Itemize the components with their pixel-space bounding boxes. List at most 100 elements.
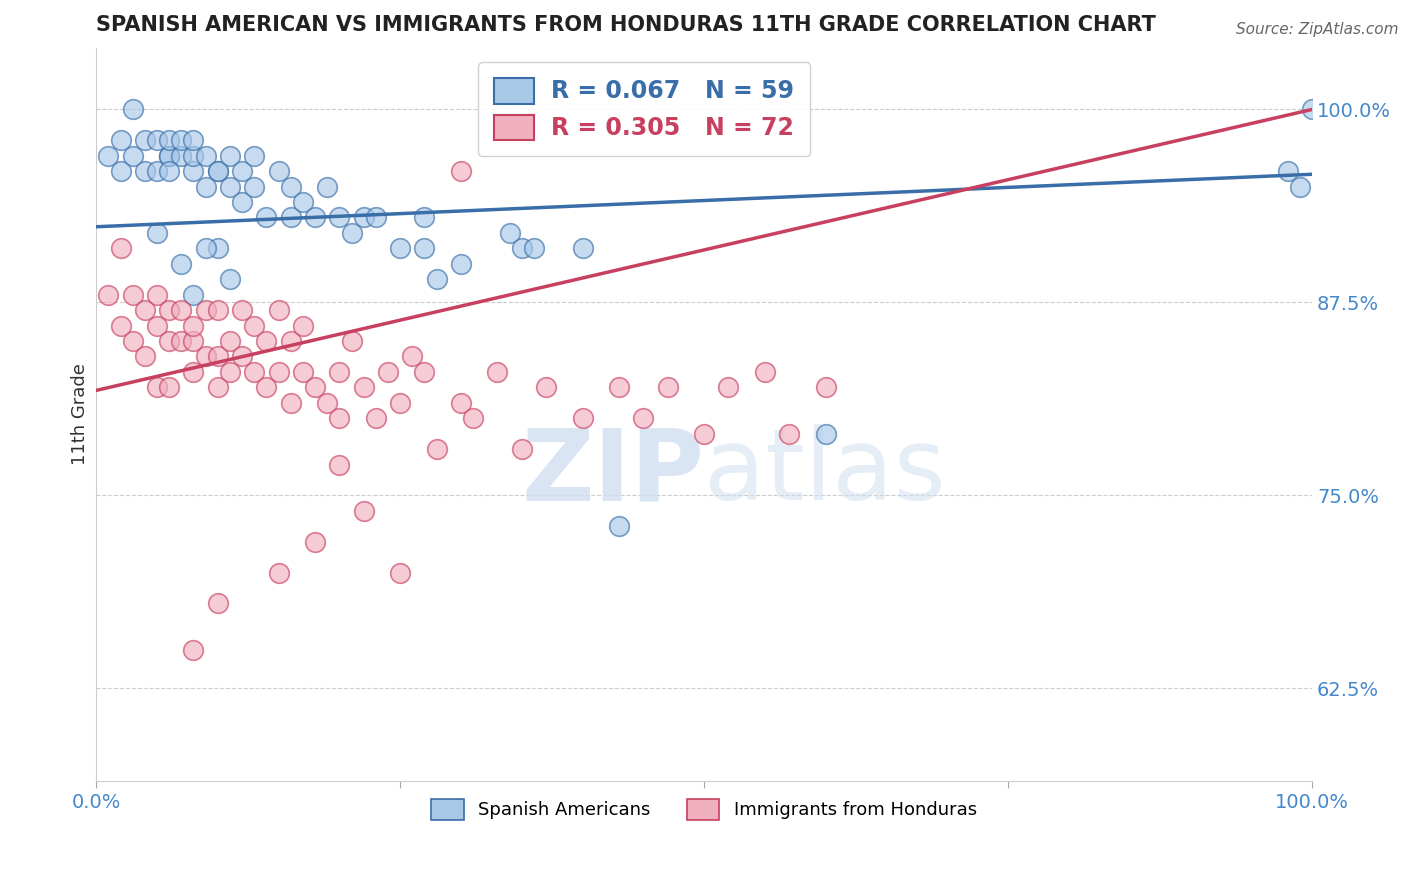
Point	[413, 365, 436, 379]
Point	[157, 149, 180, 163]
Point	[377, 365, 399, 379]
Point	[207, 303, 229, 318]
Point	[328, 458, 350, 472]
Point	[170, 334, 193, 348]
Point	[291, 318, 314, 333]
Point	[157, 334, 180, 348]
Point	[110, 164, 132, 178]
Point	[157, 164, 180, 178]
Point	[170, 133, 193, 147]
Point	[510, 442, 533, 456]
Point	[523, 241, 546, 255]
Point	[340, 226, 363, 240]
Point	[267, 303, 290, 318]
Point	[207, 164, 229, 178]
Text: ZIP: ZIP	[522, 425, 704, 522]
Point	[340, 334, 363, 348]
Point	[426, 272, 449, 286]
Point	[146, 164, 169, 178]
Point	[231, 350, 253, 364]
Point	[194, 149, 217, 163]
Point	[183, 642, 205, 657]
Text: atlas: atlas	[704, 425, 946, 522]
Point	[389, 241, 412, 255]
Point	[280, 396, 302, 410]
Point	[814, 380, 837, 394]
Point	[328, 365, 350, 379]
Point	[194, 179, 217, 194]
Point	[1277, 164, 1299, 178]
Point	[219, 179, 242, 194]
Point	[134, 350, 156, 364]
Point	[353, 504, 375, 518]
Point	[170, 303, 193, 318]
Point	[413, 211, 436, 225]
Point	[146, 318, 169, 333]
Point	[267, 566, 290, 580]
Point	[146, 133, 169, 147]
Point	[267, 164, 290, 178]
Point	[607, 519, 630, 533]
Point	[243, 365, 266, 379]
Point	[778, 426, 800, 441]
Point	[219, 365, 242, 379]
Point	[146, 287, 169, 301]
Point	[231, 195, 253, 210]
Point	[1289, 179, 1312, 194]
Point	[426, 442, 449, 456]
Point	[693, 426, 716, 441]
Point	[389, 396, 412, 410]
Point	[657, 380, 679, 394]
Point	[219, 272, 242, 286]
Point	[280, 211, 302, 225]
Point	[389, 566, 412, 580]
Point	[316, 396, 339, 410]
Point	[231, 303, 253, 318]
Point	[157, 149, 180, 163]
Point	[194, 350, 217, 364]
Point	[304, 534, 326, 549]
Point	[534, 380, 557, 394]
Point	[364, 211, 387, 225]
Point	[291, 195, 314, 210]
Point	[328, 211, 350, 225]
Point	[304, 211, 326, 225]
Point	[353, 380, 375, 394]
Point	[110, 318, 132, 333]
Point	[254, 211, 277, 225]
Point	[280, 334, 302, 348]
Point	[157, 133, 180, 147]
Point	[194, 303, 217, 318]
Point	[183, 334, 205, 348]
Point	[401, 350, 423, 364]
Point	[157, 380, 180, 394]
Point	[353, 211, 375, 225]
Point	[219, 334, 242, 348]
Point	[450, 396, 472, 410]
Point	[607, 380, 630, 394]
Point	[110, 241, 132, 255]
Point	[450, 257, 472, 271]
Point	[134, 303, 156, 318]
Point	[316, 179, 339, 194]
Point	[146, 380, 169, 394]
Point	[134, 133, 156, 147]
Point	[146, 226, 169, 240]
Point	[121, 149, 143, 163]
Point	[510, 241, 533, 255]
Text: SPANISH AMERICAN VS IMMIGRANTS FROM HONDURAS 11TH GRADE CORRELATION CHART: SPANISH AMERICAN VS IMMIGRANTS FROM HOND…	[96, 15, 1156, 35]
Point	[717, 380, 740, 394]
Point	[267, 365, 290, 379]
Point	[134, 164, 156, 178]
Point	[571, 241, 593, 255]
Point	[170, 257, 193, 271]
Point	[328, 411, 350, 425]
Point	[207, 380, 229, 394]
Point	[231, 164, 253, 178]
Point	[97, 149, 120, 163]
Point	[280, 179, 302, 194]
Point	[183, 287, 205, 301]
Point	[110, 133, 132, 147]
Point	[194, 241, 217, 255]
Point	[121, 334, 143, 348]
